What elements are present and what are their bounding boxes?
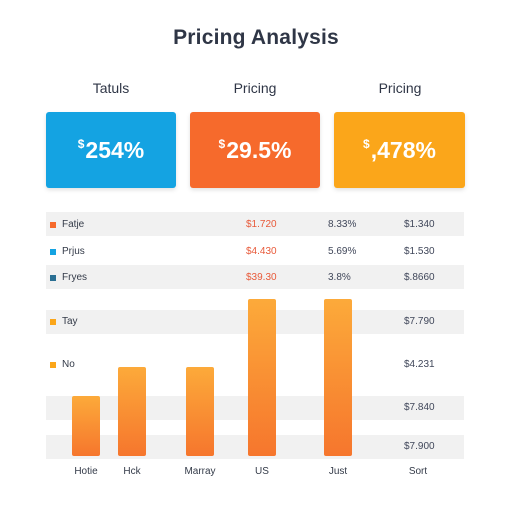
currency-symbol: $ — [77, 137, 85, 151]
x-axis-label: Hck — [123, 466, 141, 477]
chart-bar-hotie — [72, 396, 100, 456]
legend-swatch — [50, 361, 56, 368]
card-label-pricing-2: Pricing — [378, 80, 422, 96]
metric-value: 254% — [85, 136, 145, 163]
table-row[interactable]: No — [50, 359, 75, 370]
x-axis-label: Just — [328, 466, 348, 477]
right-value: $4.231 — [404, 359, 435, 370]
table-row[interactable]: Fatje — [50, 219, 84, 230]
total-cell: $1.530 — [404, 246, 435, 257]
table-row-stripe — [46, 212, 464, 236]
chart-bar-hck — [118, 367, 146, 456]
table-row[interactable]: Fryes — [50, 272, 87, 283]
row-label: Fatje — [62, 219, 85, 230]
row-label: Prjus — [62, 246, 85, 257]
percent-cell: 8.33% — [328, 219, 357, 230]
metric-card-amber[interactable]: $ ,478% — [334, 112, 465, 188]
right-value: $7.900 — [404, 441, 435, 452]
legend-swatch — [50, 318, 56, 325]
x-axis-label: Sort — [408, 466, 428, 477]
legend-swatch — [50, 274, 56, 281]
page-title: Pricing Analysis — [173, 26, 339, 49]
percent-cell: 3.8% — [328, 272, 351, 283]
table-row[interactable]: Tay — [50, 316, 78, 327]
metric-card-orange[interactable]: $29.5% — [190, 112, 320, 188]
currency-symbol: $ — [218, 137, 226, 151]
legend-swatch — [50, 248, 56, 255]
metric-value: 29.5% — [226, 136, 292, 163]
x-axis-label: Hotie — [74, 466, 98, 477]
chart-bar-marray — [186, 367, 214, 456]
total-cell: $.8660 — [404, 272, 435, 283]
x-axis-label: Marray — [184, 466, 216, 477]
x-axis-label: US — [255, 466, 269, 477]
table-row-stripe — [46, 265, 464, 289]
right-value: $7.840 — [404, 402, 435, 413]
price-cell: $1.720 — [246, 219, 277, 230]
card-label-tatuls: Tatuls — [92, 80, 130, 96]
total-cell: $1.340 — [404, 219, 435, 230]
table-row[interactable]: Prjus — [50, 246, 85, 257]
metric-value: ,478% — [370, 136, 436, 163]
chart-bar-us — [248, 299, 276, 456]
price-cell: $39.30 — [246, 272, 277, 283]
row-label: No — [62, 359, 75, 370]
metric-card-blue[interactable]: $254% — [46, 112, 176, 188]
chart-bar-just — [324, 299, 352, 456]
legend-swatch — [50, 221, 56, 228]
row-label: Fryes — [62, 272, 87, 283]
percent-cell: 5.69% — [328, 246, 357, 257]
price-cell: $4.430 — [246, 246, 277, 257]
card-label-pricing: Pricing — [233, 80, 277, 96]
row-label: Tay — [62, 316, 78, 327]
right-value: $7.790 — [404, 316, 435, 327]
currency-symbol: $ — [363, 137, 370, 151]
